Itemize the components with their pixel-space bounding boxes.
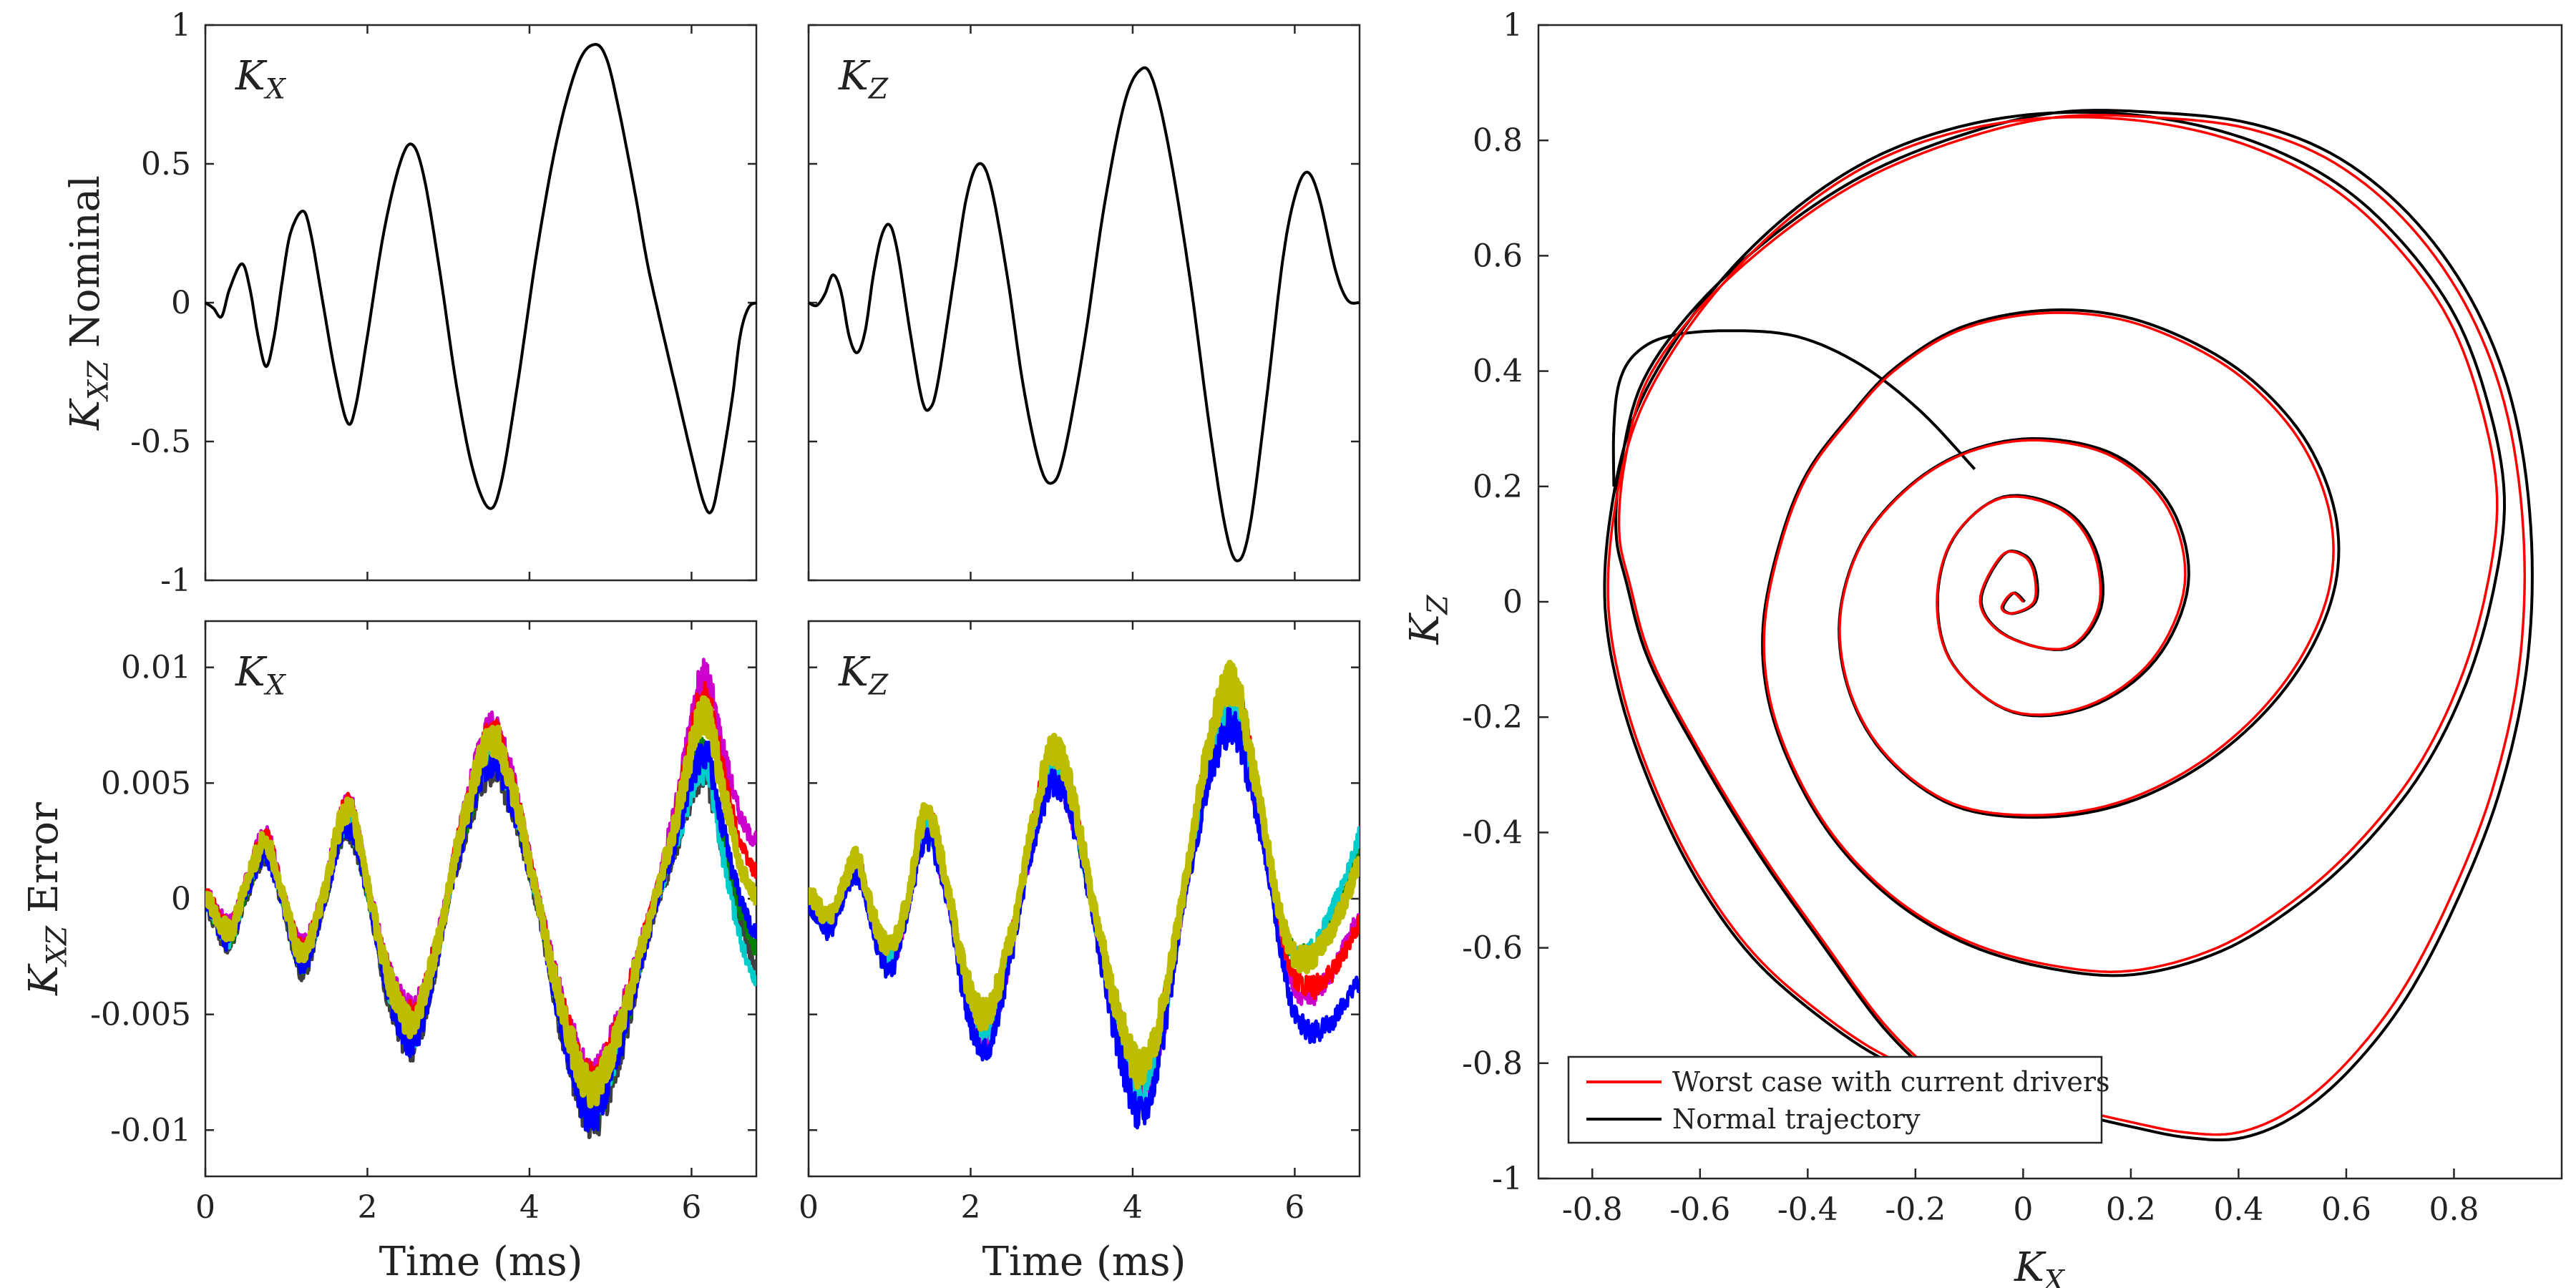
legend-box <box>1567 1055 2103 1144</box>
y-tick-label: 0.5 <box>141 146 191 182</box>
x-axis-label: KX <box>2014 1244 2066 1288</box>
x-tick-label: 0.4 <box>2213 1191 2263 1228</box>
x-tick-label: 2 <box>960 1189 980 1226</box>
x-axis-label: Time (ms) <box>379 1239 583 1285</box>
panel-label: KZ <box>838 649 889 701</box>
y-tick-label: 1 <box>1503 7 1523 44</box>
x-tick-label: 0 <box>195 1189 215 1226</box>
chart-panel-p1: -1 -0.5 0 0.5 1 <box>130 7 758 599</box>
x-tick-label: 0.8 <box>2429 1191 2479 1228</box>
y-tick-label: 1 <box>171 7 191 44</box>
x-tick-label: 6 <box>1284 1189 1304 1226</box>
x-axis-label: Time (ms) <box>982 1239 1186 1285</box>
y-tick-label: 0.8 <box>1473 122 1523 159</box>
nominal-series-line <box>808 66 1360 562</box>
y-tick-label: -0.005 <box>90 997 191 1033</box>
y-tick-label: -0.2 <box>1462 699 1523 736</box>
y-axis-label: KXZ Error <box>21 802 73 996</box>
y-tick-label: -0.8 <box>1462 1045 1523 1082</box>
panel-label: KZ <box>838 53 889 105</box>
y-tick-label: 0 <box>171 881 191 917</box>
y-tick-label: -0.01 <box>110 1112 191 1148</box>
y-tick-label: -1 <box>1492 1161 1523 1197</box>
plot-frame <box>1537 24 2563 1180</box>
x-tick-label: -0.2 <box>1885 1191 1946 1228</box>
x-tick-label: -0.6 <box>1669 1191 1730 1228</box>
x-tick-label: 4 <box>1123 1189 1143 1226</box>
legend-entry: Normal trajectory <box>1672 1103 1921 1135</box>
chart-panel-p2 <box>807 24 1361 582</box>
nominal-series-line <box>205 42 757 514</box>
x-tick-label: 2 <box>357 1189 377 1226</box>
y-axis-label: KZ <box>1402 595 1454 645</box>
x-tick-label: 0 <box>2013 1191 2033 1228</box>
legend: Worst case with current drivers Normal tr… <box>1567 1055 2110 1144</box>
y-tick-label: 0 <box>171 285 191 321</box>
y-tick-label: 0.6 <box>1473 238 1523 274</box>
series-line-worst-case <box>1606 114 2527 1136</box>
x-tick-label: 4 <box>519 1189 540 1226</box>
panel-label: KX <box>235 53 287 105</box>
y-tick-label: 0.005 <box>101 765 191 801</box>
series-line-normal-tail <box>1611 329 1976 487</box>
x-tick-label: 0.6 <box>2321 1191 2371 1228</box>
series-line-normal-trajectory <box>1603 109 2534 1141</box>
y-tick-label: 0.2 <box>1473 469 1523 505</box>
error-series-line <box>809 660 1360 1090</box>
chart-panel-p3: 0 2 4 6 -0.01 -0.005 0 0.005 0.01 Time (ms) <box>90 620 758 1285</box>
y-tick-label: 0.4 <box>1473 353 1523 390</box>
y-axis-label: KXZ Nominal <box>62 175 114 431</box>
x-tick-label: -0.8 <box>1562 1191 1623 1228</box>
x-tick-label: 0.2 <box>2106 1191 2156 1228</box>
y-tick-label: -0.4 <box>1462 814 1523 851</box>
y-tick-label: -1 <box>160 562 191 599</box>
x-tick-label: -0.4 <box>1777 1191 1838 1228</box>
panel-label: KX <box>235 649 287 701</box>
y-tick-label: 0.01 <box>121 650 191 686</box>
chart-panel-p4: 0 2 4 6 Time (ms) <box>799 620 1361 1285</box>
error-series-line <box>205 658 756 1096</box>
legend-entry: Worst case with current drivers <box>1672 1066 2110 1098</box>
chart-panel-p5: -0.8 -0.6 -0.4 -0.2 0 0.2 0.4 0.6 0.8 -1 -0.8 -0.6 -… <box>1462 7 2563 1228</box>
x-tick-label: 0 <box>799 1189 819 1226</box>
y-tick-label: 0 <box>1503 584 1523 620</box>
y-tick-label: -0.5 <box>130 424 191 460</box>
error-series-line <box>205 741 756 1133</box>
y-tick-label: -0.6 <box>1462 930 1523 967</box>
x-tick-label: 6 <box>681 1189 701 1226</box>
error-series-line <box>205 695 756 1109</box>
